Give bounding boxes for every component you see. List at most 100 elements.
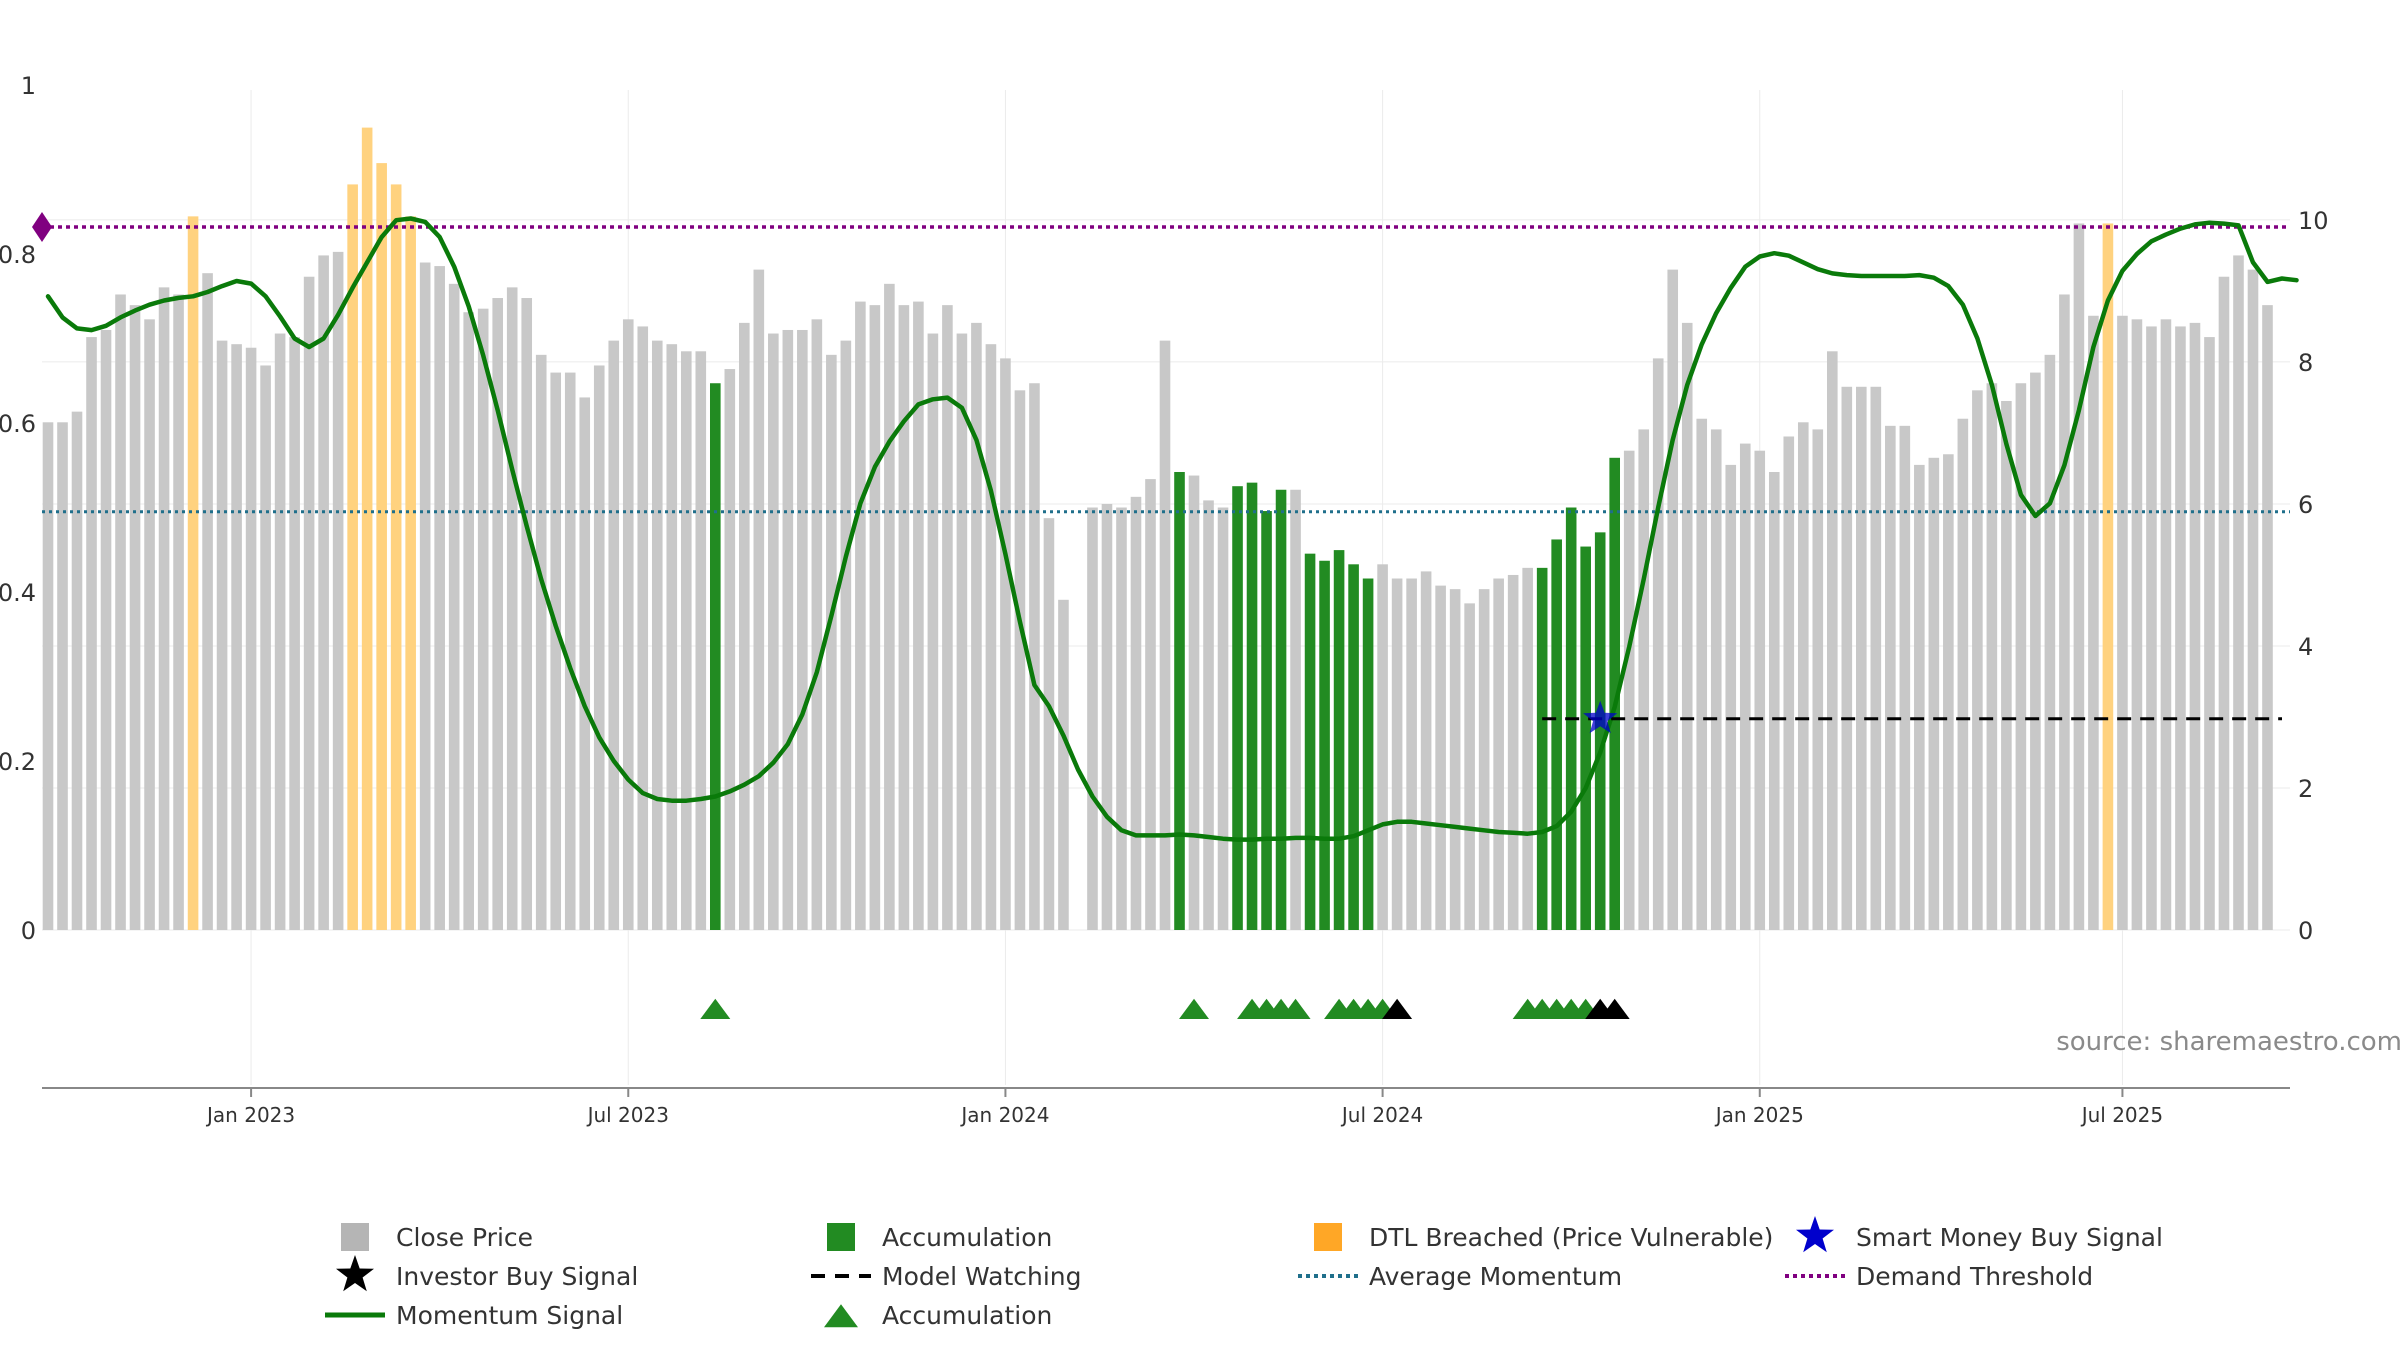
x-tick-label: Jul 2023 (586, 1103, 669, 1127)
close-price-bar (1667, 269, 1679, 931)
accumulation-bar (1275, 489, 1287, 930)
left-y-tick-label: 0.8 (0, 241, 36, 269)
left-y-tick-label: 0.2 (0, 748, 36, 776)
close-price-bar (1130, 496, 1142, 930)
close-price-bar (1841, 386, 1853, 930)
close-price-bar (1188, 475, 1200, 930)
close-price-bar (1464, 603, 1475, 930)
close-price-bar (434, 266, 445, 931)
close-price-bar (840, 340, 852, 930)
close-price-bar (1928, 457, 1940, 930)
close-price-bar (2175, 326, 2186, 930)
close-price-bar (1000, 358, 1011, 931)
close-price-bar (419, 262, 431, 930)
right-y-tick-label: 4 (2298, 633, 2313, 661)
legend-smart-money-buy-signal-symbol (1796, 1216, 1834, 1253)
right-y-tick-label: 6 (2298, 491, 2313, 519)
legend-smart-money-buy-signal-label: Smart Money Buy Signal (1856, 1223, 2163, 1252)
accumulation-bar (709, 383, 721, 930)
close-price-bar (1812, 429, 1824, 930)
close-price-bar (782, 329, 794, 930)
close-price-bar (245, 347, 257, 930)
accumulation-bar (1333, 550, 1345, 930)
right-y-tick-label: 0 (2298, 917, 2313, 945)
close-price-bar (956, 333, 968, 930)
accumulation-bar (1536, 567, 1548, 930)
investor-buy-marker (1382, 998, 1413, 1019)
close-price-bar (913, 301, 924, 930)
close-price-bar (797, 329, 808, 930)
close-price-bar (1856, 386, 1867, 930)
accumulation-bar (1580, 546, 1591, 930)
close-price-bar (2262, 305, 2273, 930)
legend-average-momentum-label: Average Momentum (1369, 1262, 1622, 1291)
x-tick-label: Jan 2024 (959, 1103, 1049, 1127)
accumulation-bar (1594, 532, 1606, 930)
close-price-bar (2218, 276, 2230, 931)
demand-threshold-marker (32, 211, 52, 242)
dtl-breached-bar (347, 184, 358, 931)
close-price-bar (1754, 450, 1766, 930)
legend-dtl-breached-price-vulnerable-symbol (1314, 1223, 1342, 1251)
accumulation-bar (1551, 539, 1562, 930)
close-price-bar (521, 298, 533, 930)
close-price-bar (100, 329, 112, 930)
close-price-bar (2189, 322, 2201, 930)
close-price-bar (579, 397, 591, 930)
close-price-bar (2233, 255, 2244, 930)
close-price-bar (42, 422, 54, 930)
accumulation-bar (1362, 578, 1374, 930)
close-price-bar (942, 305, 953, 930)
lines-layer (32, 211, 2299, 842)
x-tick-label: Jul 2024 (1340, 1103, 1423, 1127)
close-price-bar (680, 351, 692, 931)
bars-layer (42, 127, 2273, 931)
close-price-bar (274, 333, 286, 930)
close-price-bar (1058, 599, 1069, 930)
close-price-bar (463, 312, 474, 930)
momentum-signal-line (45, 216, 2299, 842)
close-price-bar (593, 365, 605, 931)
left-y-tick-label: 1 (21, 72, 36, 100)
close-price-bar (1377, 564, 1388, 930)
accumulation-bar (1174, 471, 1185, 930)
close-price-bar (651, 340, 663, 930)
right-y-tick-label: 8 (2298, 349, 2313, 377)
close-price-bar (1101, 503, 1113, 930)
close-price-bar (1638, 429, 1650, 930)
close-price-bar (1899, 425, 1911, 930)
close-price-bar (2117, 315, 2128, 930)
dtl-breached-bar (405, 216, 416, 930)
accumulation-triangle (1179, 998, 1210, 1019)
close-price-bar (608, 340, 620, 930)
close-price-bar (2073, 223, 2085, 931)
investor-buy-marker (1599, 998, 1630, 1019)
close-price-bar (1522, 567, 1533, 930)
close-price-bar (971, 322, 982, 930)
close-price-bar (637, 326, 649, 930)
close-price-bar (811, 319, 823, 930)
close-price-bar (260, 365, 271, 931)
close-price-bar (1783, 436, 1795, 930)
close-price-bar (985, 344, 997, 930)
legend-accumulation-symbol (824, 1304, 858, 1328)
dtl-breached-bar (376, 163, 387, 930)
close-price-bar (2131, 319, 2143, 930)
close-price-bar (1768, 471, 1780, 930)
close-price-bar (1420, 571, 1432, 930)
close-price-bar (739, 322, 750, 930)
close-price-bar (115, 294, 126, 930)
close-price-bar (884, 283, 895, 931)
close-price-bar (1870, 386, 1882, 930)
markers-layer (700, 998, 1630, 1019)
close-price-bar (2204, 337, 2215, 930)
close-price-bar (1449, 589, 1461, 930)
close-price-bar (492, 298, 504, 930)
left-y-tick-label: 0 (21, 917, 36, 945)
legend-momentum-signal-label: Momentum Signal (396, 1301, 623, 1330)
close-price-bar (1826, 351, 1838, 931)
dtl-breached-bar (390, 184, 402, 931)
close-price-bar (2001, 400, 2012, 930)
